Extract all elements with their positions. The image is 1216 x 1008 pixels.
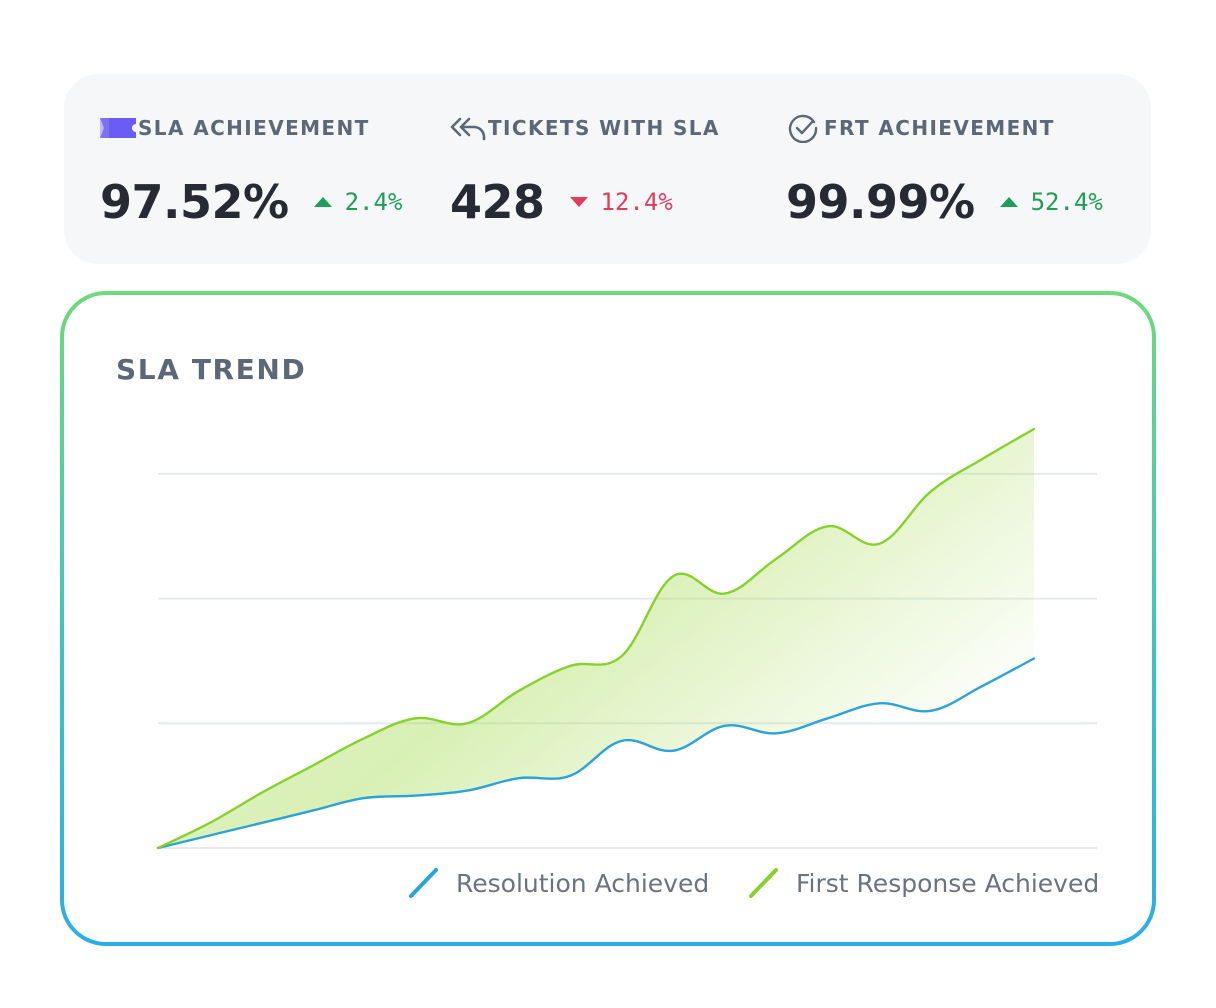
- legend-label: First Response Achieved: [796, 868, 1100, 898]
- stat-value: 99.99%: [786, 175, 975, 229]
- stat-value: 428: [450, 175, 545, 229]
- delta-badge: 52.4%: [999, 188, 1103, 216]
- legend-swatch-first-response: [749, 868, 778, 898]
- delta-value: 12.4%: [600, 188, 673, 216]
- reply-all-icon: [450, 114, 488, 142]
- triangle-down-icon: [569, 197, 588, 207]
- sla-trend-card: SLA TREND Resolution Achieved: [60, 291, 1156, 946]
- stats-card: SLA ACHIEVEMENT 97.52% 2.4% TICKETS WITH…: [64, 74, 1151, 264]
- stat-label: SLA ACHIEVEMENT: [138, 116, 370, 140]
- resolution-line: [156, 657, 1036, 850]
- check-circle-icon: [786, 114, 824, 143]
- delta-value: 52.4%: [1030, 188, 1103, 216]
- legend-swatch-resolution: [409, 868, 438, 898]
- sla-trend-chart: [156, 427, 1097, 850]
- triangle-up-icon: [999, 197, 1018, 207]
- legend-item-resolution: Resolution Achieved: [406, 865, 709, 901]
- first-response-line: [156, 427, 1036, 850]
- stat-label: FRT ACHIEVEMENT: [824, 116, 1055, 140]
- triangle-up-icon: [313, 197, 332, 207]
- stat-label: TICKETS WITH SLA: [488, 116, 720, 140]
- stat-value: 97.52%: [100, 175, 289, 229]
- ticket-icon: [100, 114, 138, 142]
- stat-frt-achievement: FRT ACHIEVEMENT 99.99% 52.4%: [786, 114, 1103, 232]
- stat-sla-achievement: SLA ACHIEVEMENT 97.52% 2.4%: [100, 114, 402, 232]
- delta-badge: 12.4%: [569, 188, 673, 216]
- chart-title: SLA TREND: [116, 353, 307, 386]
- stat-tickets-with-sla: TICKETS WITH SLA 428 12.4%: [450, 114, 720, 232]
- first-response-area: [158, 429, 1034, 848]
- delta-badge: 2.4%: [313, 188, 403, 216]
- sla-trend-panel: SLA TREND Resolution Achieved: [64, 295, 1152, 942]
- legend-label: Resolution Achieved: [456, 868, 710, 898]
- legend-item-first-response: First Response Achieved: [746, 865, 1099, 901]
- delta-value: 2.4%: [344, 188, 403, 216]
